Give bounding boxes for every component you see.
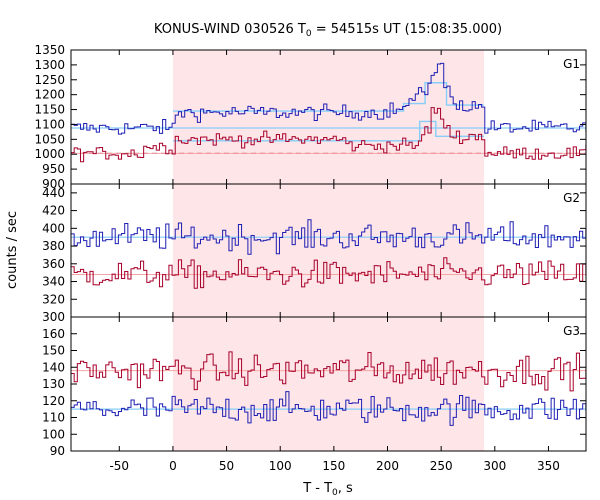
panel-g3: 90 100 110 120 130 140 150 160 G3 — [42, 316, 587, 458]
x-axis-label: T - T0, s — [302, 481, 353, 498]
y-tick-label: 1300 — [34, 58, 65, 72]
y-tick-label: 90 — [50, 444, 65, 458]
y-tick-label: 360 — [42, 257, 65, 271]
x-tick-label: 300 — [483, 459, 506, 473]
y-tick-label: 420 — [42, 204, 65, 218]
y-tick-label: 1350 — [34, 43, 65, 57]
x-tick-label: -50 — [109, 459, 129, 473]
series-blue-g3 — [71, 391, 587, 426]
series-blue-g1 — [71, 62, 587, 135]
x-tick-label: 150 — [322, 459, 345, 473]
series-red-g1 — [71, 107, 587, 163]
y-tick-label: 380 — [42, 239, 65, 253]
y-tick-label: 130 — [42, 377, 65, 391]
y-tick-label: 1050 — [34, 132, 65, 146]
x-tick-label: 0 — [169, 459, 177, 473]
series-red-g3 — [71, 351, 587, 392]
y-tick-label: 320 — [42, 292, 65, 306]
x-tick-label: 100 — [269, 459, 292, 473]
x-tick-label: 50 — [219, 459, 234, 473]
y-tick-label: 1250 — [34, 73, 65, 87]
panel-label: G1 — [563, 57, 580, 71]
y-tick-label: 160 — [42, 327, 65, 341]
y-tick-label: 110 — [42, 411, 65, 425]
x-tick-label: 250 — [430, 459, 453, 473]
y-tick-label: 1000 — [34, 147, 65, 161]
y-tick-label: 140 — [42, 360, 65, 374]
y-tick-label: 1100 — [34, 117, 65, 131]
y-tick-label: 950 — [42, 162, 65, 176]
shaded-interval — [172, 50, 485, 451]
y-tick-label: 100 — [42, 427, 65, 441]
y-tick-label: 1150 — [34, 103, 65, 117]
panel-label: G2 — [563, 191, 580, 205]
y-tick-label: 900 — [42, 177, 65, 191]
y-tick-label: 1200 — [34, 88, 65, 102]
burst-model-red — [172, 120, 485, 142]
y-tick-label: 340 — [42, 275, 65, 289]
panel-label: G3 — [563, 324, 580, 338]
y-tick-label: 440 — [42, 186, 65, 200]
y-tick-label: 150 — [42, 344, 65, 358]
chart-title: KONUS-WIND 030526 T0 = 54515s UT (15:08:… — [154, 22, 502, 39]
plot-area: 90095010001050110011501200125013001350G1… — [34, 43, 587, 473]
series-blue-g2 — [71, 219, 587, 255]
y-axis-label: counts / sec — [5, 211, 20, 289]
x-tick-label: 350 — [537, 459, 560, 473]
y-tick-label: 400 — [42, 221, 65, 235]
y-tick-label: 300 — [42, 310, 65, 324]
y-tick-label: 120 — [42, 394, 65, 408]
x-tick-label: 200 — [376, 459, 399, 473]
series-red-g2 — [71, 257, 587, 289]
